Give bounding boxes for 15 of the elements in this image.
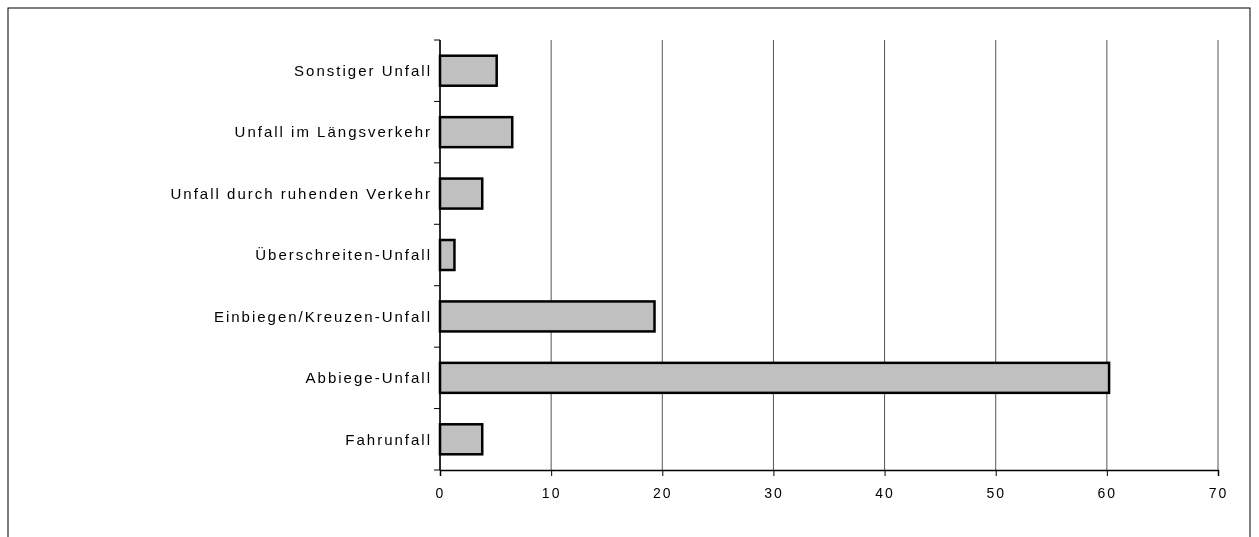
x-tick-label: 20 — [653, 484, 673, 501]
x-tick-label: 10 — [541, 484, 562, 501]
x-tick-label: 50 — [986, 484, 1006, 501]
x-tick-label: 60 — [1097, 484, 1118, 501]
y-tick-label: Überschreiten-Unfall — [255, 246, 432, 264]
x-tick-label: 0 — [435, 484, 446, 501]
x-tick-label: 40 — [875, 484, 895, 501]
y-tick-label: Unfall im Längsverkehr — [234, 123, 432, 141]
y-tick-label: Fahrunfall — [345, 430, 432, 448]
y-tick-label: Sonstiger Unfall — [294, 61, 432, 79]
y-tick-label: Unfall durch ruhenden Verkehr — [170, 184, 432, 202]
y-tick-label: Abbiege-Unfall — [305, 369, 432, 387]
y-tick-label: Einbiegen/Kreuzen-Unfall — [213, 307, 432, 325]
x-tick-label: 70 — [1208, 484, 1229, 501]
x-tick-label: 30 — [764, 484, 784, 501]
